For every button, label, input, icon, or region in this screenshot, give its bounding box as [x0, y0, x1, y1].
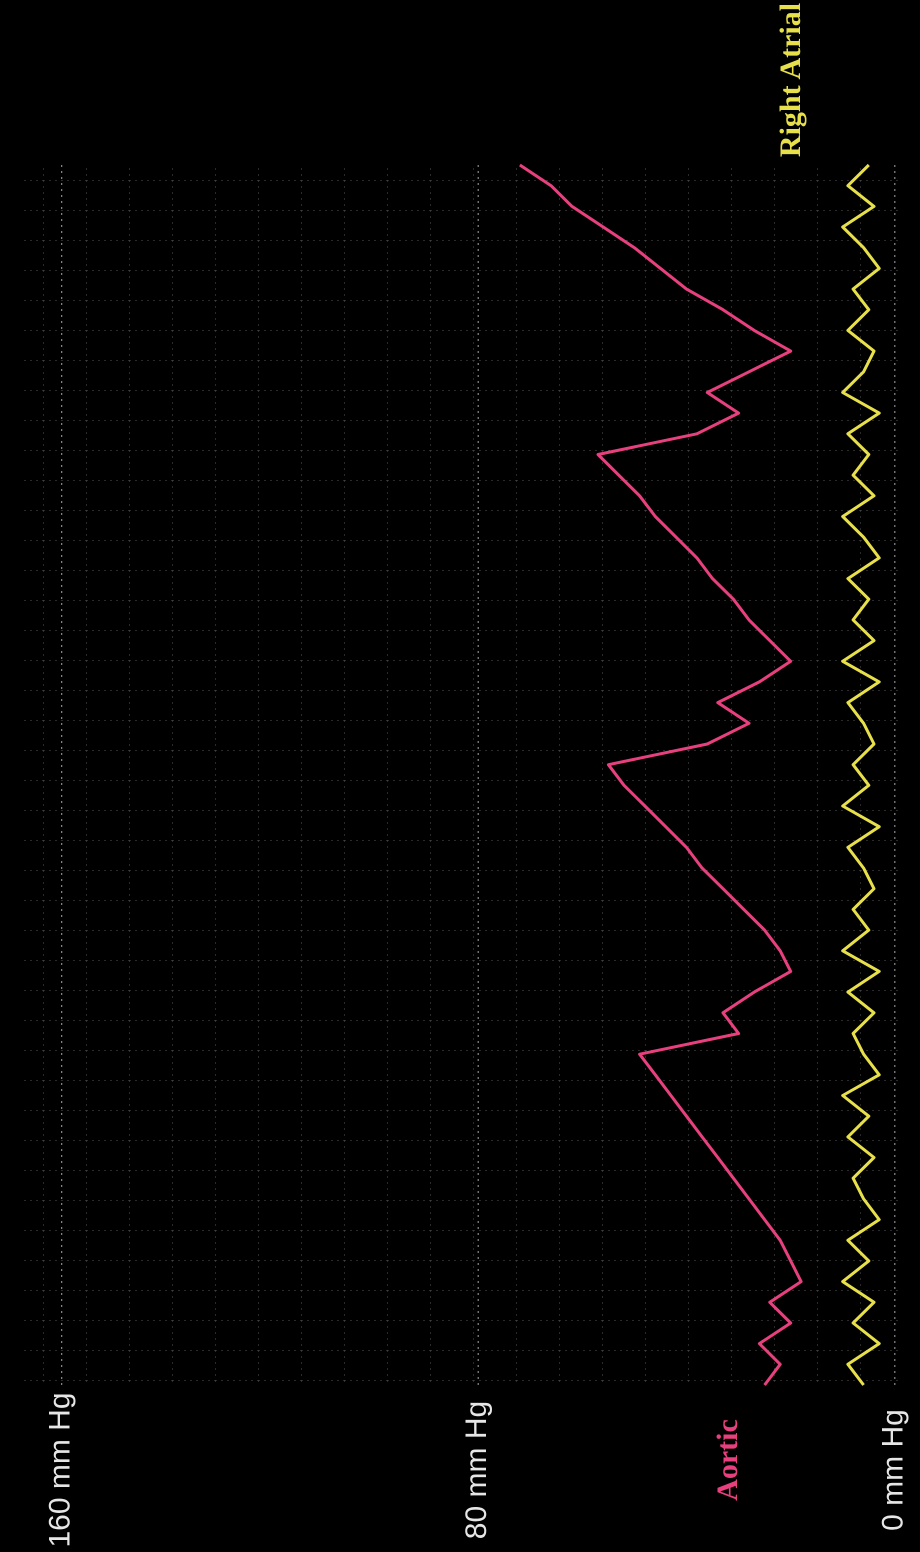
y-tick-label: 160 mm Hg	[44, 1392, 77, 1547]
minor-grid	[20, 165, 900, 1385]
chart: Aortic Right Atrial 0 mm Hg 80 mm Hg 160 m…	[0, 0, 920, 1552]
legend-label: Right Atrial	[774, 3, 807, 157]
y-tick-label: 0 mm Hg	[877, 1409, 910, 1531]
y-tick-label: 80 mm Hg	[460, 1401, 493, 1539]
legend-label: Aortic	[711, 1419, 744, 1501]
page: Aortic Right Atrial 0 mm Hg 80 mm Hg 160 m…	[0, 0, 920, 1552]
